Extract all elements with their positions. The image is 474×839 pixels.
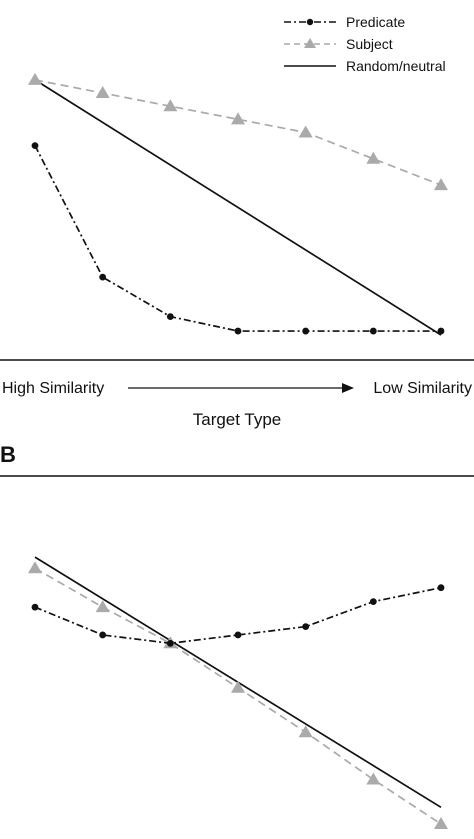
- panel-a-subject-point-3: [163, 99, 178, 112]
- panel-a-predicate-point-2: [99, 273, 107, 281]
- panel-b-predicate-point-4: [234, 631, 242, 639]
- panel-a-subject-point-6: [366, 151, 381, 164]
- legend-label-predicate: Predicate: [346, 14, 405, 30]
- panel-a-subject-point-5: [298, 125, 313, 138]
- panel-a-predicate-line: [34, 145, 441, 332]
- panel-a-predicate-point-7: [437, 327, 445, 335]
- panel-b-predicate-point-1: [31, 603, 39, 611]
- panel-a-predicate-point-4: [234, 327, 242, 335]
- panel-a-plot: [28, 72, 448, 336]
- panel-b-subject-point-1: [28, 561, 42, 574]
- panel-b-subject-point-5: [298, 725, 313, 738]
- legend-entry-random-neutral: Random/neutral: [284, 58, 446, 74]
- legend-marker-subject: [304, 38, 316, 48]
- panel-a-subject-point-2: [95, 86, 110, 99]
- panel-b-subject-point-2: [95, 600, 110, 613]
- panel-b-predicate-point-6: [369, 598, 377, 605]
- panel-a-subject-point-4: [231, 112, 245, 125]
- panel-a-predicate-point-6: [369, 327, 377, 335]
- panel-a-subject-point-1: [28, 72, 42, 85]
- x-axis-low-label: High Similarity: [2, 380, 104, 397]
- panel-b-predicate-point-3: [166, 639, 174, 647]
- panel-b-plot: [28, 556, 448, 829]
- panel-a-predicate-point-3: [166, 313, 174, 320]
- panel-b-subject-point-4: [231, 680, 245, 693]
- panel-a-subject-point-7: [434, 178, 448, 191]
- panel-a-predicate-point-1: [31, 142, 39, 150]
- x-axis-high-label: Low Similarity: [373, 380, 472, 397]
- panel-a-random-neutral-line: [34, 79, 442, 336]
- panel-b-subject-line: [34, 567, 442, 825]
- x-axis-arrow-head: [342, 383, 354, 393]
- legend-entry-subject: Subject: [284, 36, 393, 52]
- x-axis-direction-arrow: [128, 383, 354, 393]
- panel-b-subject-point-7: [434, 817, 448, 829]
- panel-b-subject-point-6: [366, 772, 381, 785]
- panel-b-predicate-point-5: [302, 623, 310, 631]
- panel-b-predicate-point-7: [437, 584, 445, 592]
- panel-b-label: B: [0, 442, 16, 467]
- legend: Predicate Subject Random/neutral: [284, 14, 446, 74]
- legend-entry-predicate: Predicate: [284, 14, 405, 30]
- x-axis-title: Target Type: [193, 410, 282, 429]
- legend-label-subject: Subject: [346, 36, 393, 52]
- legend-label-random-neutral: Random/neutral: [346, 58, 446, 74]
- panel-b-predicate-point-2: [99, 631, 107, 639]
- panel-a-predicate-point-5: [302, 327, 310, 335]
- panel-a-subject-line: [34, 79, 442, 186]
- legend-marker-predicate: [306, 18, 314, 26]
